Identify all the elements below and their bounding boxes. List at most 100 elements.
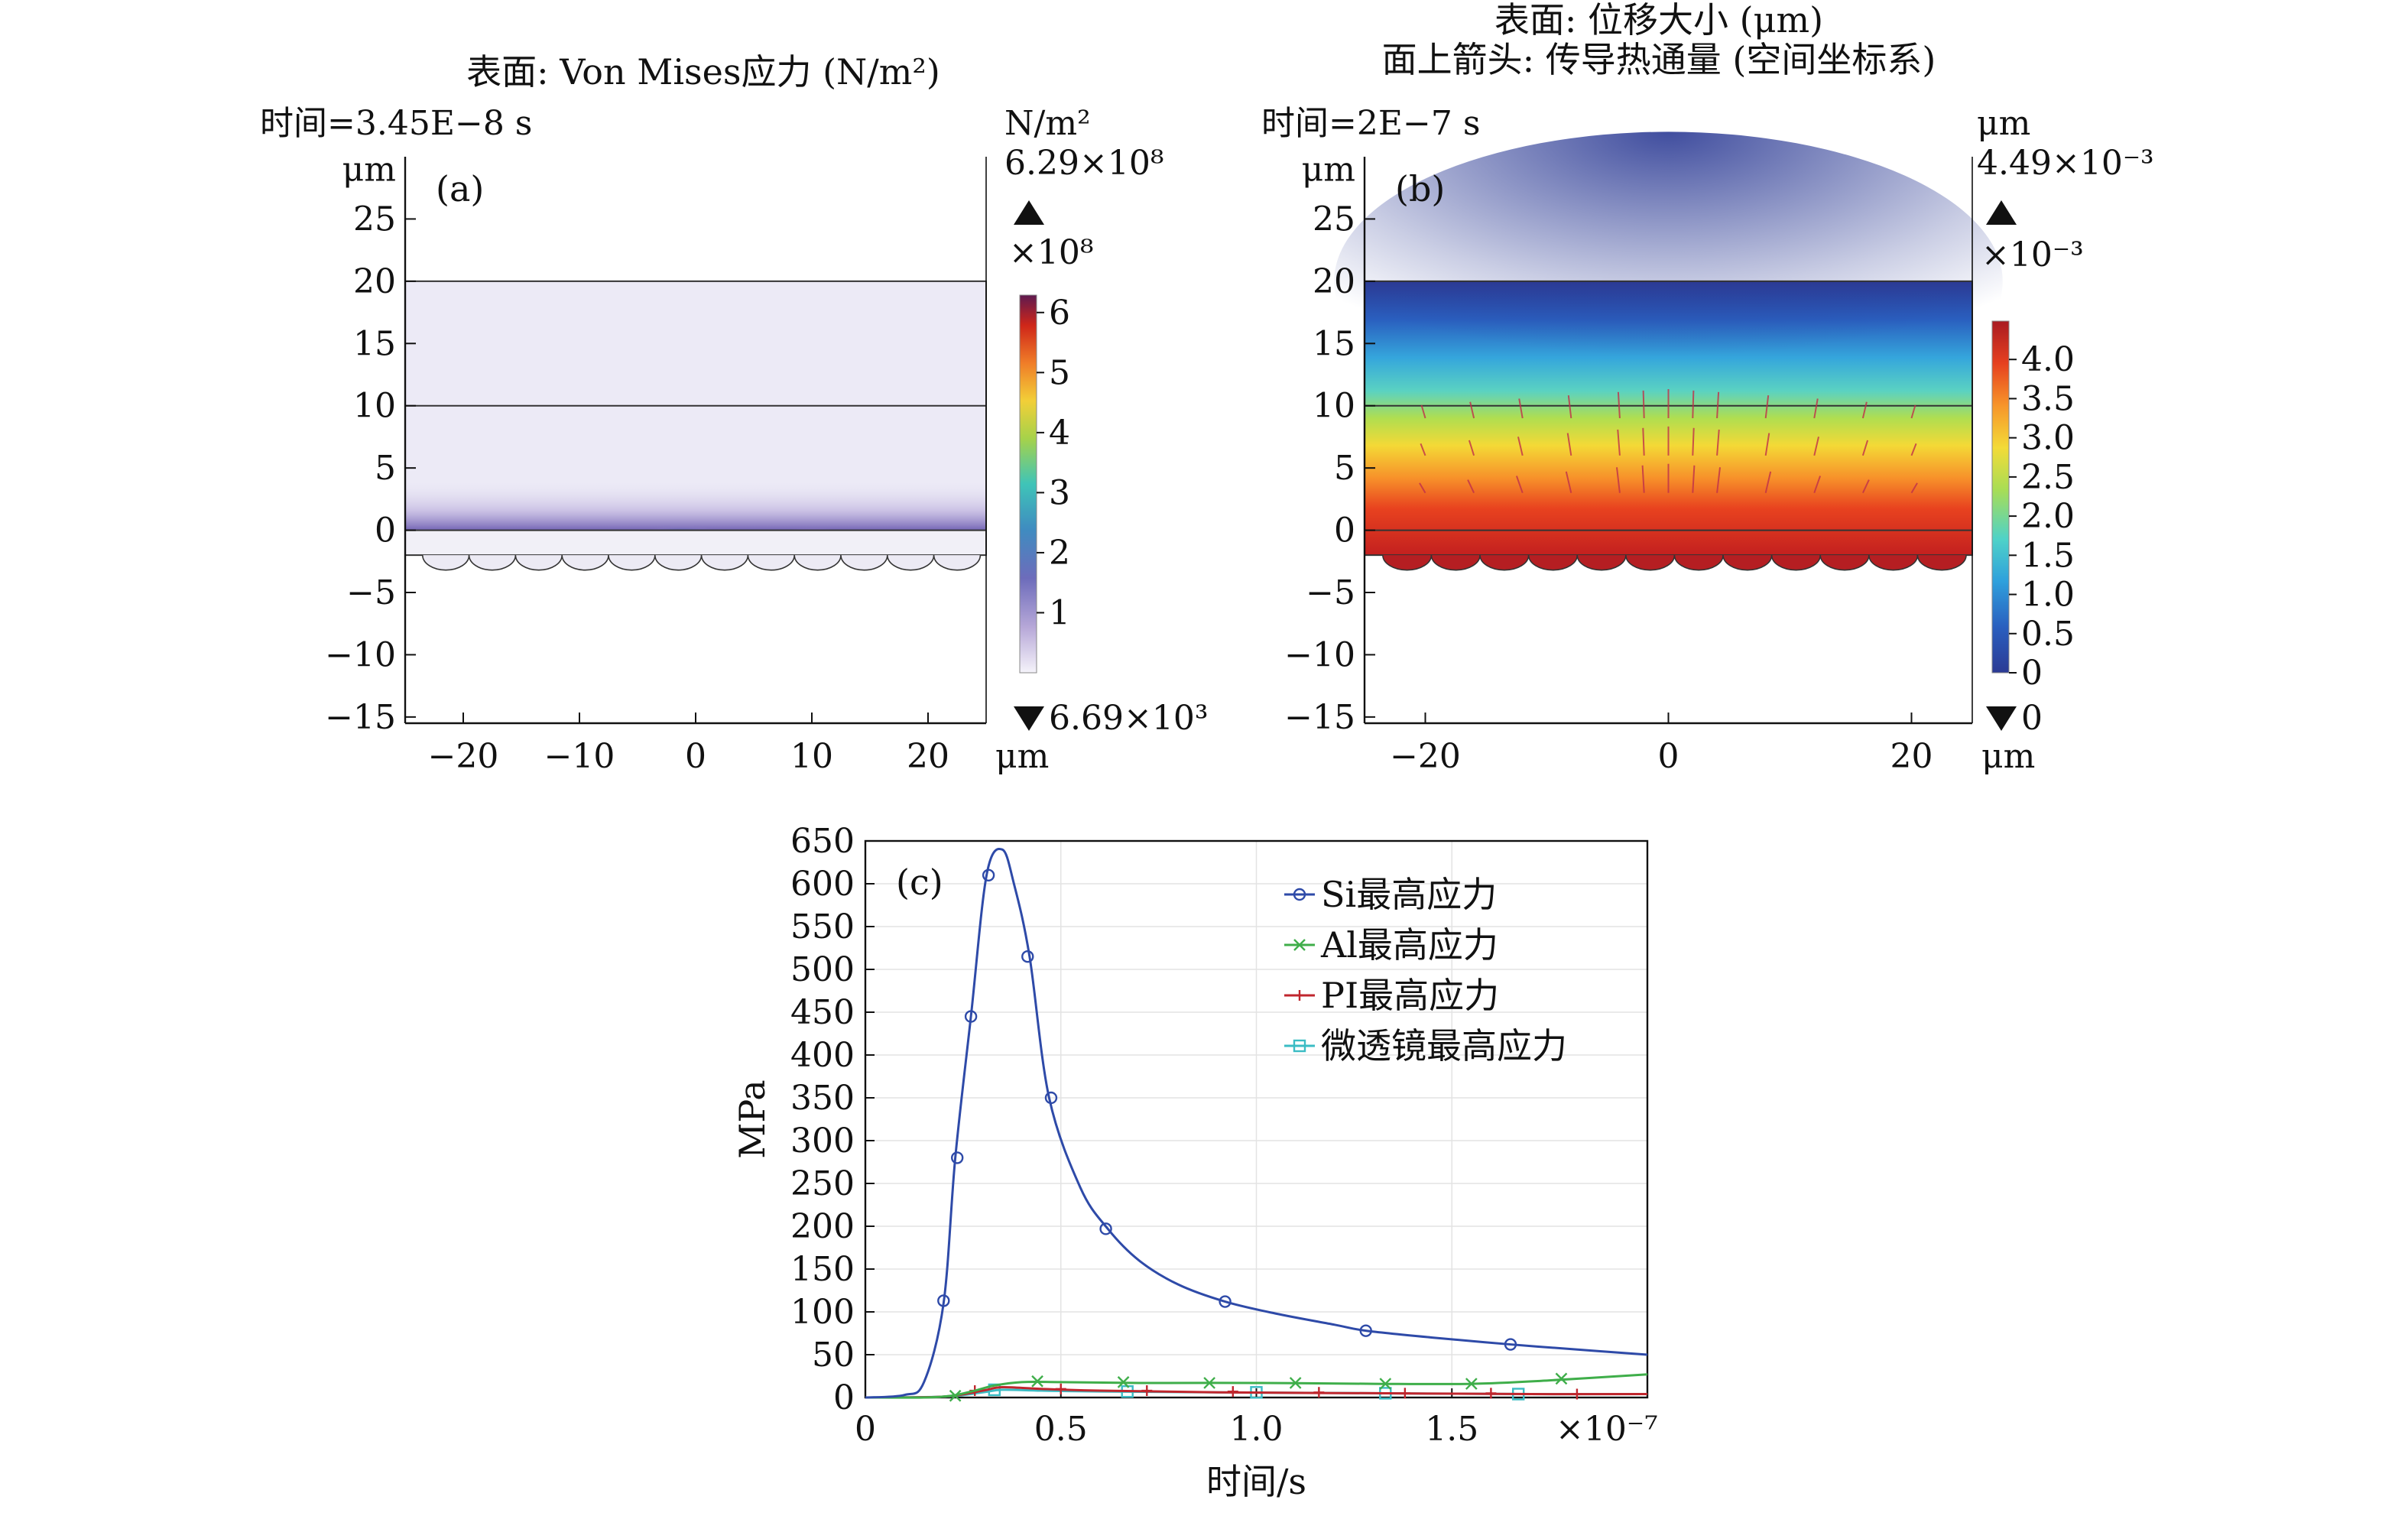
y-tick-label: 100 [790, 1293, 855, 1332]
microlens [1819, 555, 1870, 571]
microlens [1722, 555, 1773, 571]
y-axis-label: MPa [732, 1079, 773, 1158]
flux-arrow [1420, 404, 1426, 419]
x-tick-label: −10 [544, 737, 615, 776]
panel-title: 表面: 位移大小 (μm) [1494, 0, 1823, 41]
legend-marker [1294, 990, 1305, 1001]
microlens [1868, 555, 1919, 571]
y-tick-label: 200 [790, 1207, 855, 1246]
x-tick-label: 0 [855, 1410, 876, 1449]
series-marker [1359, 1324, 1372, 1337]
series-line [865, 1373, 1648, 1399]
flux-arrow [1716, 429, 1720, 456]
series-marker [1141, 1385, 1153, 1397]
panel-title: 表面: Von Mises应力 (N/m²) [466, 51, 940, 93]
series-marker [1099, 1222, 1112, 1235]
microlens [793, 555, 842, 571]
microlens [468, 555, 517, 571]
y-tick-label: 5 [375, 449, 396, 488]
colorbar-max-label: 4.49×10⁻³ [1977, 144, 2154, 183]
legend-label: 微透镜最高应力 [1321, 1025, 1567, 1066]
flux-arrow [1419, 482, 1426, 494]
y-tick-label: 650 [790, 822, 855, 861]
flux-arrow [1716, 467, 1721, 493]
series-marker [951, 1151, 964, 1164]
x-tick-label: 20 [1890, 737, 1933, 776]
microlens [933, 555, 982, 571]
colorbar-min-marker [1014, 706, 1044, 731]
microlens [887, 555, 935, 571]
flux-arrow [1420, 443, 1426, 456]
flux-arrow [1515, 476, 1524, 494]
x-unit-label: μm [1981, 737, 2035, 776]
y-tick-label: 400 [790, 1036, 855, 1075]
colorbar [1991, 320, 2010, 674]
colorbar-tick-label: 1.0 [2021, 576, 2075, 615]
x-tick-label: 10 [790, 737, 833, 776]
legend-label: PI最高应力 [1321, 975, 1499, 1016]
x-tick-label: 1.5 [1425, 1410, 1478, 1449]
panel-a: 表面: Von Mises应力 (N/m²)时间=3.45E−8 s252015… [260, 51, 1208, 776]
time-label: 时间=3.45E−8 s [260, 104, 532, 143]
microlens [1916, 555, 1967, 571]
time-label: 时间=2E−7 s [1261, 104, 1480, 143]
flux-arrow [1616, 467, 1621, 493]
flux-arrow [1617, 391, 1621, 419]
y-tick-label: 15 [1313, 324, 1355, 363]
series-marker [1227, 1386, 1238, 1398]
legend-label: Al最高应力 [1320, 924, 1498, 966]
series-marker [1313, 1387, 1325, 1398]
y-tick-label: −15 [1284, 698, 1355, 737]
y-tick-label: 0 [375, 511, 396, 550]
colorbar-max-marker [1014, 200, 1044, 225]
y-unit-label: μm [342, 150, 396, 189]
legend-marker [1293, 888, 1306, 901]
colorbar-tick-label: 2 [1049, 534, 1070, 573]
microlens [1770, 555, 1822, 571]
y-tick-label: 20 [353, 262, 396, 301]
flux-arrow [1813, 476, 1822, 494]
microlens [1625, 555, 1676, 571]
flux-arrow [1716, 391, 1720, 419]
microlens [422, 555, 470, 571]
y-tick-label: 550 [790, 907, 855, 946]
flux-arrow [1468, 440, 1475, 456]
colorbar-unit: μm [1977, 104, 2030, 143]
colorbar-tick-label: 5 [1049, 353, 1070, 392]
flux-arrow [1567, 394, 1572, 419]
flux-arrow [1910, 404, 1916, 419]
series-marker [937, 1294, 950, 1307]
microlens [1576, 555, 1627, 571]
colorbar-tick-label: 3.0 [2021, 419, 2075, 458]
flux-arrow [1692, 465, 1696, 493]
flux-arrow [1617, 429, 1621, 456]
x-unit-label: μm [995, 737, 1049, 776]
colorbar-tick-label: 1.5 [2021, 536, 2075, 575]
series-marker [949, 1389, 962, 1402]
flux-arrow [1692, 390, 1695, 419]
series-marker [1379, 1378, 1392, 1390]
substrate-layer [405, 530, 986, 556]
flux-arrow [1813, 398, 1819, 419]
colorbar [1019, 294, 1037, 674]
series-marker [1044, 1091, 1058, 1105]
colorbar-multiplier: ×10⁻³ [1981, 235, 2084, 274]
legend-marker [1293, 939, 1306, 951]
x-tick-label: 1.0 [1230, 1410, 1284, 1449]
flux-arrow [1910, 443, 1917, 456]
y-tick-label: 15 [353, 324, 396, 363]
series-marker [1289, 1377, 1302, 1389]
colorbar-tick-label: 0 [2021, 654, 2043, 693]
y-tick-label: 300 [790, 1122, 855, 1161]
y-tick-label: 10 [1313, 387, 1355, 426]
colorbar-tick-label: 2.0 [2021, 497, 2075, 536]
panel-label: (c) [896, 862, 943, 903]
colorbar-max-marker [1986, 200, 2017, 225]
y-tick-label: 0 [833, 1378, 855, 1417]
series-marker [1571, 1388, 1582, 1400]
panel-label: (b) [1395, 168, 1445, 209]
legend-marker [1293, 1039, 1306, 1053]
y-tick-label: 600 [790, 865, 855, 904]
flux-arrow [1566, 433, 1572, 456]
